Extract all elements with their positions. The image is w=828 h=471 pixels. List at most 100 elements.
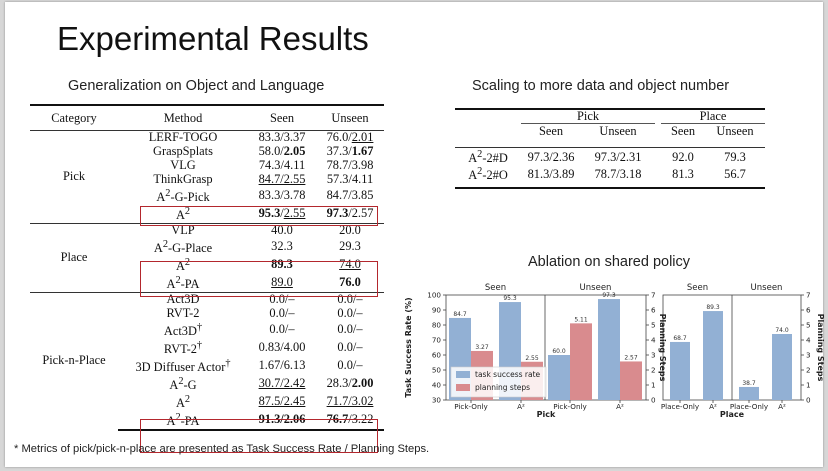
left-subtitle: Generalization on Object and Language	[68, 78, 325, 94]
seen-cell: 95.3/2.55	[258, 205, 306, 220]
pick-seen-cell: 97.3/2.36	[527, 149, 575, 164]
highlight-box-place	[140, 261, 378, 297]
table-row: A2 87.5/2.45 71.7/3.02	[30, 393, 384, 411]
seen-cell: 0.0/–	[248, 291, 316, 307]
method-cell: RVT-2†	[163, 339, 203, 356]
right-subtitle: Scaling to more data and object number	[472, 78, 730, 94]
method-cell: A2-G-Place	[153, 238, 213, 255]
seen-cell: 74.3/4.11	[258, 157, 306, 172]
unseen-cell: 28.3/2.00	[326, 375, 374, 390]
table-row: A2-2#D 97.3/2.36 97.3/2.31 92.0 79.3	[455, 148, 765, 165]
pick-unseen-cell: 97.3/2.31	[594, 149, 642, 164]
scaling-place-header: Place	[661, 109, 765, 124]
table-row: Act3D† 0.0/– 0.0/–	[30, 321, 384, 339]
method-cell: A2-PA	[166, 274, 200, 291]
scaling-table-bottom-rule	[455, 187, 765, 189]
col-header-category: Category	[30, 106, 118, 131]
unseen-cell: 57.3/4.11	[326, 171, 374, 186]
table-row: A2 89.3 74.0	[30, 256, 384, 274]
method-cell: A2-G	[169, 375, 197, 392]
table-row: GraspSplats 58.0/2.05 37.3/1.67	[30, 143, 384, 159]
unseen-cell: 29.3	[339, 238, 361, 253]
table-row: A2-G 30.7/2.42 28.3/2.00	[30, 375, 384, 393]
seen-cell: 0.0/–	[269, 321, 295, 336]
unseen-cell: 20.0	[316, 222, 384, 238]
method-cell: Act3D†	[163, 321, 203, 338]
method-cell: VLP	[118, 222, 248, 238]
highlight-box-pick-n-place	[140, 419, 378, 453]
unseen-cell: 0.0/–	[337, 321, 363, 336]
category-cell: Pick	[62, 168, 86, 183]
results-table-top-rule	[30, 104, 384, 106]
pick-unseen-cell: 78.7/3.18	[594, 166, 642, 181]
unseen-cell: 0.0/–	[337, 357, 363, 372]
seen-cell: 89.3	[271, 256, 293, 271]
table-row: ThinkGrasp 84.7/2.55 57.3/4.11	[30, 171, 384, 187]
seen-cell: 30.7/2.42	[258, 375, 306, 390]
slide-title: Experimental Results	[57, 20, 369, 57]
results-table: Category Method Seen Unseen Pick LERF-TO…	[30, 106, 384, 431]
unseen-cell: 76.7/3.22	[316, 410, 384, 431]
unseen-cell: 78.7/3.98	[326, 157, 374, 172]
seen-cell: 32.3	[271, 238, 293, 253]
pick-seen-cell: 81.3/3.89	[527, 166, 575, 181]
seen-cell: 1.67/6.13	[258, 357, 306, 372]
unseen-cell: 0.0/–	[337, 339, 363, 354]
place-unseen-cell: 56.7	[724, 166, 746, 181]
table-row: A2-G-Place 32.3 29.3	[30, 238, 384, 256]
unseen-cell: 84.7/3.85	[326, 187, 374, 202]
seen-cell: 40.0	[248, 222, 316, 238]
method-cell: A2-2#D	[468, 149, 508, 166]
method-cell: VLG	[170, 157, 196, 172]
place-unseen-cell: 79.3	[724, 149, 746, 164]
scaling-table-mid-rule	[455, 147, 765, 148]
table-row: RVT-2 0.0/– 0.0/–	[30, 305, 384, 321]
scaling-group-header-row: Pick Place	[455, 109, 765, 124]
scaling-subheader-row: Seen Unseen Seen Unseen	[455, 124, 765, 139]
method-cell: A2	[175, 256, 191, 273]
unseen-cell: 76.0	[339, 274, 361, 289]
col-header-method: Method	[118, 106, 248, 131]
table-row: A2 95.3/2.55 97.3/2.57	[30, 205, 384, 224]
unseen-cell: 0.0/–	[337, 305, 363, 320]
scaling-pick-unseen-header: Unseen	[599, 124, 637, 138]
unseen-cell: 71.7/3.02	[326, 393, 374, 408]
seen-cell: 0.83/4.00	[258, 339, 306, 354]
scaling-pick-seen-header: Seen	[538, 124, 564, 138]
table-row: A2-PA 89.0 76.0	[30, 274, 384, 293]
method-cell: 3D Diffuser Actor†	[135, 357, 231, 374]
category-cell: Place	[30, 222, 118, 293]
category-cell: Pick-n-Place	[30, 291, 118, 430]
method-cell: A2	[175, 205, 191, 222]
footnote: * Metrics of pick/pick-n-place are prese…	[14, 443, 430, 455]
unseen-cell: 0.0/–	[316, 291, 384, 307]
table-row: VLG 74.3/4.11 78.7/3.98	[30, 157, 384, 173]
ablation-subtitle: Ablation on shared policy	[528, 254, 691, 270]
table-row: Place VLP 40.0 20.0	[30, 222, 384, 293]
scaling-pick-header: Pick	[521, 109, 655, 124]
table-row: A2-PA 91.3/2.06 76.7/3.22	[30, 410, 384, 431]
method-cell: Act3D	[118, 291, 248, 307]
method-cell: GraspSplats	[153, 143, 213, 158]
place-seen-cell: 92.0	[672, 149, 694, 164]
scaling-place-unseen-header: Unseen	[716, 124, 754, 138]
seen-cell: 87.5/2.45	[258, 393, 306, 408]
seen-cell: 58.0/2.05	[258, 143, 306, 158]
table-row: A2-G-Pick 83.3/3.78 84.7/3.85	[30, 187, 384, 205]
table-row: Pick LERF-TOGO 83.3/3.37 76.0/2.01	[30, 130, 384, 183]
col-header-seen: Seen	[248, 106, 316, 131]
seen-cell: 84.7/2.55	[258, 171, 306, 186]
method-cell: A2-PA	[118, 410, 248, 431]
place-seen-cell: 81.3	[672, 166, 694, 181]
unseen-cell: 74.0	[339, 256, 361, 271]
unseen-cell: 76.0/2.01	[326, 130, 374, 144]
method-cell: RVT-2	[166, 305, 200, 320]
seen-cell: 83.3/3.78	[258, 187, 306, 202]
highlight-box-pick	[140, 206, 378, 226]
seen-cell: 89.0	[271, 274, 293, 289]
method-cell: A2-G-Pick	[156, 187, 210, 204]
seen-cell: 83.3/3.37	[258, 130, 306, 144]
seen-cell: 0.0/–	[269, 305, 295, 320]
col-header-unseen: Unseen	[316, 106, 384, 131]
unseen-cell: 97.3/2.57	[326, 205, 374, 220]
